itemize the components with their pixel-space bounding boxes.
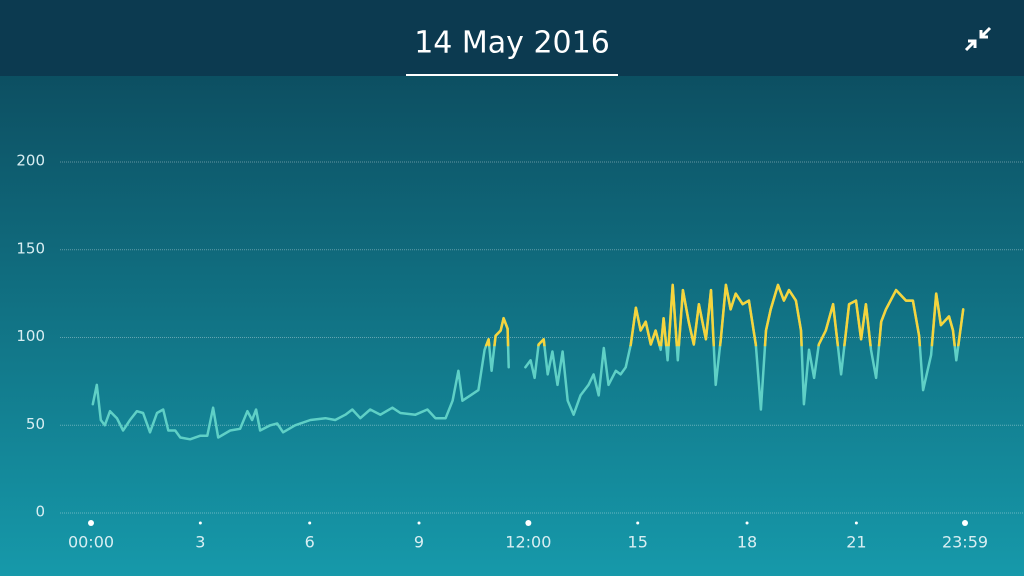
x-tick-dot <box>198 521 202 525</box>
x-tick-label: 00:00 <box>68 533 114 552</box>
x-tick-label: 15 <box>628 533 648 552</box>
x-tick-dot <box>962 520 968 526</box>
collapse-arrow <box>979 26 992 39</box>
date-title: 14 May 2016 <box>414 26 610 61</box>
x-tick-label: 9 <box>414 533 424 552</box>
x-tick-dot <box>308 521 312 525</box>
x-tick-label: 6 <box>305 533 315 552</box>
y-tick-label: 50 <box>26 415 45 433</box>
x-tick-label: 23:59 <box>942 533 988 552</box>
x-tick-dot <box>88 520 94 526</box>
header-bar <box>0 0 1024 76</box>
x-tick-label: 12:00 <box>505 533 551 552</box>
y-tick-label: 200 <box>16 152 45 170</box>
y-tick-label: 0 <box>35 503 45 521</box>
x-tick-dot <box>525 520 532 526</box>
x-tick-dot <box>854 521 858 525</box>
collapse-button[interactable] <box>964 26 992 52</box>
x-tick-dot <box>636 521 640 525</box>
x-tick-label: 21 <box>846 533 866 552</box>
x-tick-label: 18 <box>737 533 757 552</box>
y-tick-label: 100 <box>16 327 45 345</box>
plot: 0 50 100 150 200 00:00 3 6 9 12:00 15 18 21 23:59 <box>16 152 1024 552</box>
heart-rate-line-high <box>484 283 965 347</box>
x-tick-dot <box>745 521 749 525</box>
x-tick-label: 3 <box>195 533 205 552</box>
collapse-arrow <box>964 39 977 52</box>
x-tick-dot <box>417 521 421 525</box>
y-tick-label: 150 <box>16 239 45 257</box>
